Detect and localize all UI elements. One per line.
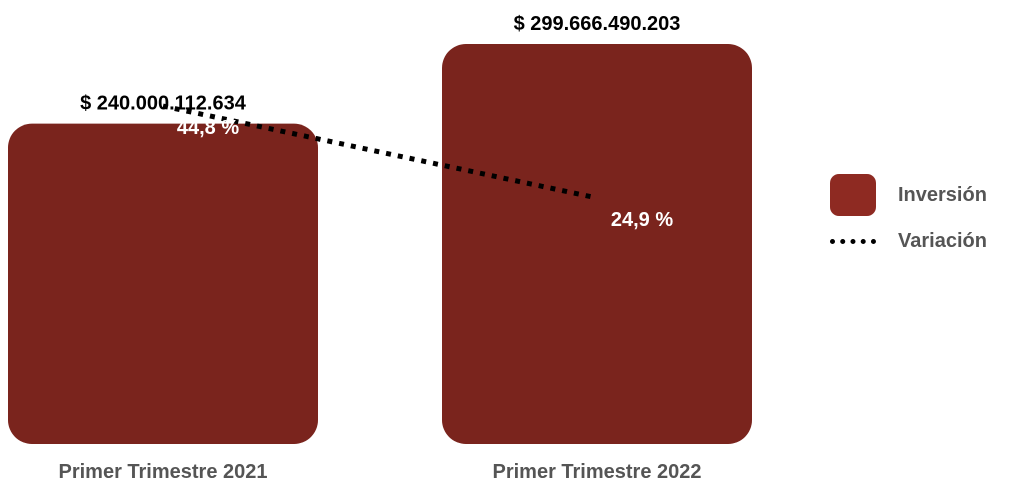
bar-1 [8,124,318,444]
legend: Inversión Variación [830,176,987,268]
bar-value-label-1: $ 240.000.112.634 [80,93,247,115]
legend-label-variacion: Variación [898,230,987,253]
legend-dotted-line-icon [830,239,876,244]
variation-label-1: 44,8 % [177,117,239,139]
category-label-1: Primer Trimestre 2021 [58,461,267,483]
bar-2 [442,44,752,444]
legend-swatch-inversion [830,174,876,216]
bar-value-label-2: $ 299.666.490.203 [514,13,681,35]
category-labels: Primer Trimestre 2021 Primer Trimestre 20… [58,461,701,483]
legend-item-inversion: Inversión [830,176,987,214]
category-label-2: Primer Trimestre 2022 [492,461,701,483]
legend-item-variacion: Variación [830,222,987,260]
legend-label-inversion: Inversión [898,184,987,207]
variation-label-2: 24,9 % [611,209,673,231]
